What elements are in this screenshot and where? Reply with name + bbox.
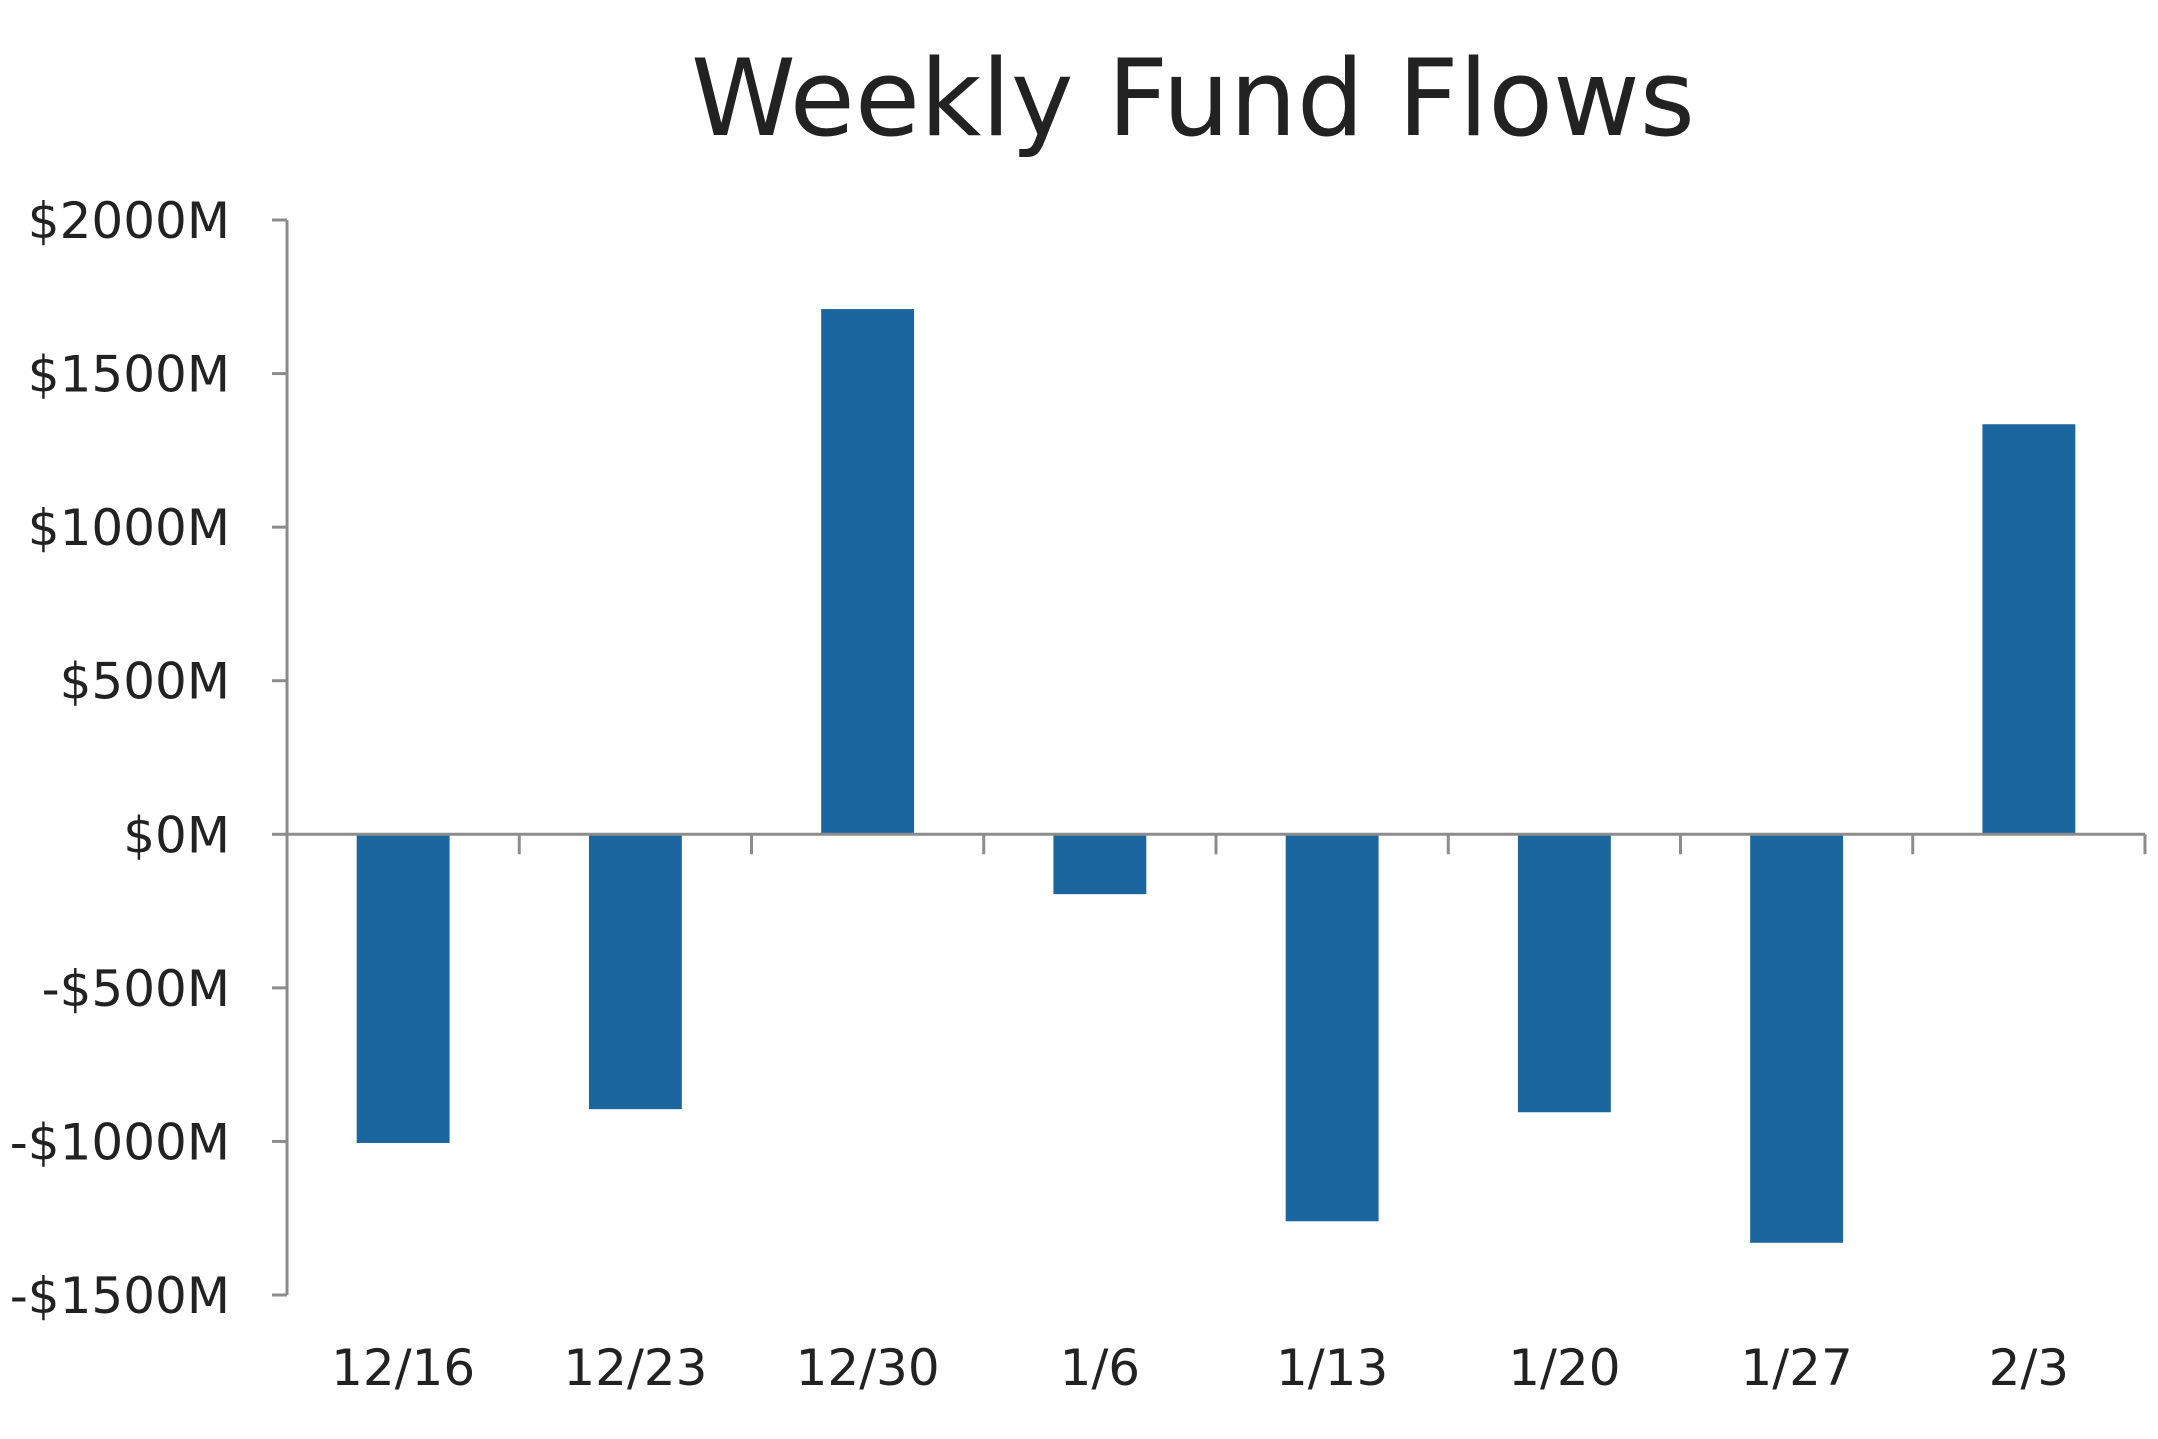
x-tick-label: 12/30: [796, 1339, 940, 1397]
bar-1-27: [1750, 834, 1844, 1243]
x-tick-label: 12/16: [331, 1339, 475, 1397]
x-tick-label: 2/3: [1989, 1339, 2069, 1397]
y-tick-label: $500M: [60, 653, 230, 711]
y-tick-label: $0M: [123, 806, 230, 864]
x-axis: [287, 832, 2147, 855]
bar-12-16: [356, 834, 450, 1143]
bar-12-23: [588, 834, 682, 1110]
bar-2-3: [1982, 424, 2076, 835]
bars: [356, 309, 2076, 1243]
y-tick-label: $1500M: [28, 346, 230, 404]
y-axis: $2000M $1500M $1000M $500M $0M -$500M -$1000M -…: [10, 192, 289, 1325]
x-tick-label: 1/13: [1276, 1339, 1388, 1397]
x-tick-label: 1/20: [1508, 1339, 1620, 1397]
y-tick-label: -$1000M: [10, 1113, 230, 1171]
x-tick-label: 1/27: [1740, 1339, 1852, 1397]
y-tick-label: $1000M: [28, 499, 230, 557]
x-tick-labels: 12/16 12/23 12/30 1/6 1/13 1/20 1/27 2/3: [331, 1339, 2069, 1397]
bar-12-30: [821, 309, 915, 835]
y-tick-label: $2000M: [28, 192, 230, 250]
bar-1-20: [1517, 834, 1611, 1113]
chart-title: Weekly Fund Flows: [691, 37, 1695, 160]
bar-1-13: [1285, 834, 1379, 1222]
bar-1-6: [1053, 834, 1147, 895]
x-tick-label: 12/23: [563, 1339, 707, 1397]
y-tick-label: -$500M: [42, 960, 230, 1018]
x-tick-label: 1/6: [1060, 1339, 1140, 1397]
y-tick-label: -$1500M: [10, 1267, 230, 1325]
